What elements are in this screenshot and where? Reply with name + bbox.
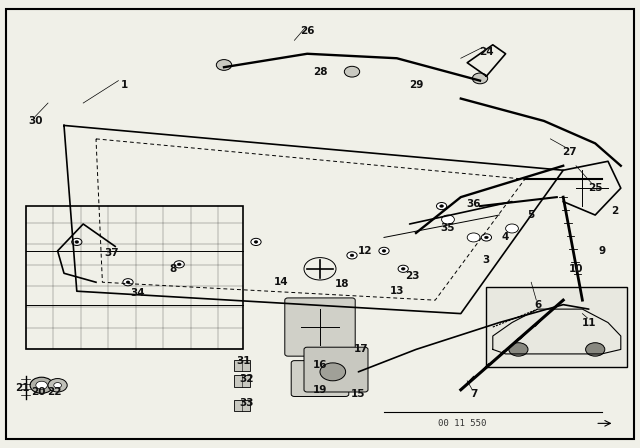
Circle shape	[75, 241, 79, 243]
Circle shape	[344, 66, 360, 77]
Circle shape	[48, 379, 67, 392]
Circle shape	[126, 281, 130, 284]
Text: 4: 4	[502, 233, 509, 242]
FancyBboxPatch shape	[304, 347, 368, 392]
Text: 18: 18	[335, 280, 349, 289]
Text: 15: 15	[351, 389, 365, 399]
Text: 16: 16	[313, 360, 327, 370]
Circle shape	[509, 343, 528, 356]
Text: 9: 9	[598, 246, 605, 256]
Text: 34: 34	[131, 289, 145, 298]
Circle shape	[30, 377, 53, 393]
Bar	[26, 206, 243, 349]
Circle shape	[436, 202, 447, 210]
Text: 2: 2	[611, 206, 618, 215]
Text: 22: 22	[47, 387, 61, 397]
Text: 36: 36	[467, 199, 481, 209]
Text: 28: 28	[313, 67, 327, 77]
Text: 10: 10	[569, 264, 583, 274]
Circle shape	[398, 265, 408, 272]
Circle shape	[467, 233, 480, 242]
Circle shape	[586, 343, 605, 356]
Text: 26: 26	[300, 26, 314, 36]
Bar	[234, 360, 250, 371]
Circle shape	[216, 60, 232, 70]
Text: 37: 37	[105, 248, 119, 258]
Bar	[234, 400, 250, 411]
Circle shape	[72, 238, 82, 246]
Text: 8: 8	[169, 264, 177, 274]
Circle shape	[382, 250, 386, 252]
Text: 33: 33	[239, 398, 253, 408]
FancyBboxPatch shape	[291, 361, 349, 396]
Circle shape	[254, 241, 258, 243]
Text: 7: 7	[470, 389, 477, 399]
Circle shape	[481, 234, 492, 241]
Circle shape	[174, 261, 184, 268]
Bar	[234, 375, 250, 387]
Circle shape	[177, 263, 181, 266]
Text: 19: 19	[313, 385, 327, 395]
Text: 13: 13	[390, 286, 404, 296]
Text: 27: 27	[563, 147, 577, 157]
FancyBboxPatch shape	[285, 298, 355, 356]
Circle shape	[484, 236, 488, 239]
Circle shape	[440, 205, 444, 207]
Text: 1: 1	[121, 80, 129, 90]
Circle shape	[54, 383, 61, 388]
Circle shape	[472, 73, 488, 84]
Text: 35: 35	[441, 224, 455, 233]
Text: 14: 14	[275, 277, 289, 287]
Text: 30: 30	[28, 116, 42, 126]
Circle shape	[251, 238, 261, 246]
Circle shape	[350, 254, 354, 257]
Text: 5: 5	[527, 210, 535, 220]
Circle shape	[379, 247, 389, 254]
Text: 23: 23	[406, 271, 420, 280]
Text: 20: 20	[31, 387, 45, 397]
Text: 21: 21	[15, 383, 29, 392]
Text: 00 11 550: 00 11 550	[438, 419, 487, 428]
Text: 17: 17	[355, 345, 369, 354]
Text: 32: 32	[239, 374, 253, 383]
Circle shape	[506, 224, 518, 233]
Circle shape	[123, 279, 133, 286]
Bar	[486, 287, 627, 367]
Text: 29: 29	[409, 80, 423, 90]
Circle shape	[320, 363, 346, 381]
Text: 11: 11	[582, 318, 596, 327]
Circle shape	[347, 252, 357, 259]
Text: 25: 25	[588, 183, 602, 193]
Circle shape	[36, 381, 47, 389]
Circle shape	[442, 215, 454, 224]
Text: 12: 12	[358, 246, 372, 256]
Text: 31: 31	[236, 356, 250, 366]
Text: 3: 3	[483, 255, 490, 265]
Text: 6: 6	[534, 300, 541, 310]
Circle shape	[401, 267, 405, 270]
Text: 24: 24	[479, 47, 493, 56]
